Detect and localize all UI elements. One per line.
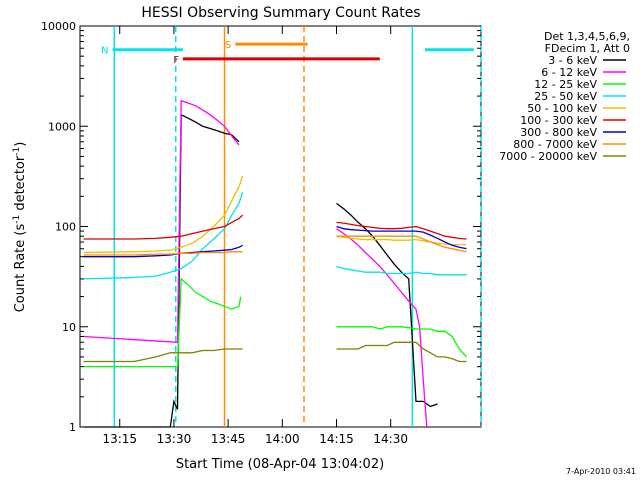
series-line-1-0 [83,99,240,343]
y-tick-label-0: 1 [69,421,76,434]
x-tick-label-3: 14:00 [265,432,300,446]
y-tick-label-2: 100 [55,221,76,234]
legend-label-6: 300 - 800 keV [520,126,597,139]
y-axis-label-part2: detector [13,155,28,215]
y-axis-label-part3: ) [13,142,28,147]
series-line-5-1 [336,221,467,240]
y-tick-label-3: 1000 [48,120,76,133]
y-axis-label-sup1: -1 [12,215,22,224]
legend-header-line2: FDecim 1, Att 0 [545,42,630,55]
legend-label-1: 6 - 12 keV [541,66,597,79]
y-tick-label-4: 10000 [41,20,76,33]
series-line-6-1 [336,225,467,250]
chart-title: HESSI Observing Summary Count Rates [141,5,420,21]
legend-label-2: 12 - 25 keV [534,78,597,91]
legend-header-line1: Det 1,3,4,5,6,9, [544,30,630,43]
legend-label-4: 50 - 100 keV [527,102,597,115]
legend-label-0: 3 - 6 keV [548,54,597,67]
y-tick-label-1: 10 [62,321,76,334]
x-tick-label-1: 13:30 [157,432,192,446]
x-axis-label: Start Time (08-Apr-04 13:04:02) [176,457,384,472]
footer-timestamp: 7-Apr-2010 03:41 [566,467,636,476]
series-line-7-1 [336,235,467,253]
legend-label-5: 100 - 300 keV [520,114,597,127]
series-line-3-0 [83,192,244,280]
y-axis-label-part1: Count Rate (s [13,224,28,313]
x-tick-label-2: 13:45 [211,432,246,446]
legend: Det 1,3,4,5,6,9, FDecim 1, Att 0 3 - 6 k… [499,30,630,163]
x-tick-label-4: 14:15 [319,432,354,446]
legend-label-3: 25 - 50 keV [534,90,597,103]
series-line-6-0 [83,244,243,258]
flag-label-f: F [173,55,179,66]
series-line-4-0 [83,175,244,254]
series-line-3-1 [336,265,467,276]
flag-label-s: S [225,40,231,51]
legend-label-7: 800 - 7000 keV [513,138,597,151]
y-axis-label: Count Rate (s-1 detector-1) [12,142,28,313]
legend-label-8: 7000 - 20000 keV [499,150,597,163]
series-line-7-0 [83,251,243,256]
series-line-1-1 [336,228,428,428]
series-line-2-1 [336,326,467,358]
x-tick-label-5: 14:30 [373,432,408,446]
y-axis-label-sup2: -1 [12,147,22,156]
series-line-8-0 [83,348,243,363]
series-line-0-0 [83,113,240,428]
series-line-8-1 [336,341,467,363]
series-line-0-1 [336,202,438,408]
flag-label-n: N [101,46,108,57]
series-line-5-0 [83,214,244,240]
series-line-2-0 [83,277,242,368]
x-tick-label-0: 13:15 [102,432,137,446]
series-line-4-1 [336,235,467,246]
